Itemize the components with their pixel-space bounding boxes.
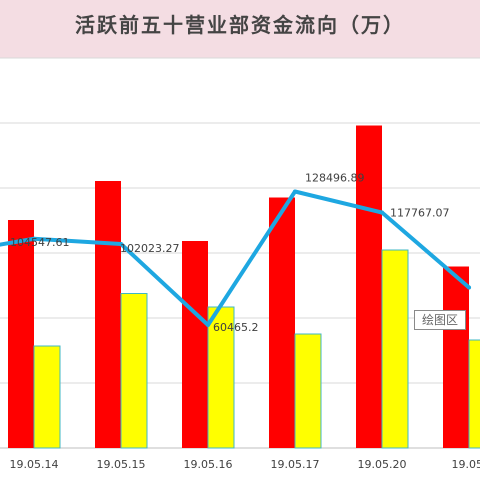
bar-yellow-19.05.14 (33, 345, 61, 449)
x-tick-label: 19.05.17 (271, 458, 320, 471)
line-point-19.05.15 (119, 242, 123, 246)
bar-yellow-19.05.17 (294, 333, 322, 449)
bar-yellow-19.05.15 (120, 293, 148, 449)
line-point-19.05.14 (32, 236, 36, 241)
line-data-label: 117767.07 (390, 207, 450, 220)
line-data-label: 128496.89 (305, 172, 365, 185)
x-tick-label: 19.05.14 (10, 458, 59, 471)
line-data-label: 102023.27 (120, 242, 180, 255)
bar-red-19.05.20 (356, 125, 382, 448)
line-point-19.05.16 (206, 323, 210, 327)
x-tick-label: 19.05. (452, 458, 480, 471)
line-data-label: 104547.61 (10, 236, 70, 249)
bar-red-19.05.17 (269, 197, 295, 448)
bar-red-19.05.16 (182, 241, 208, 448)
bar-yellow-19.05.16 (207, 306, 235, 449)
line-data-label: 60465.2 (213, 321, 259, 334)
bar-red-19.05.14 (8, 220, 34, 448)
bar-yellow-19.05.21 (468, 339, 480, 449)
plot-area-tooltip: 绘图区 (414, 310, 466, 330)
line-point-19.05.20 (380, 210, 384, 215)
chart-title: 活跃前五十营业部资金流向（万） (75, 13, 405, 37)
x-tick-label: 19.05.20 (358, 458, 407, 471)
bar-yellow-19.05.20 (381, 249, 409, 449)
line-point-19.05.17 (293, 189, 297, 194)
title-band (0, 0, 480, 58)
bar-red-19.05.15 (95, 181, 121, 448)
bar-red-19.05.21 (443, 266, 469, 448)
line-point-19.05.21 (467, 285, 471, 290)
x-tick-label: 19.05.16 (184, 458, 233, 471)
x-tick-label: 19.05.15 (97, 458, 146, 471)
